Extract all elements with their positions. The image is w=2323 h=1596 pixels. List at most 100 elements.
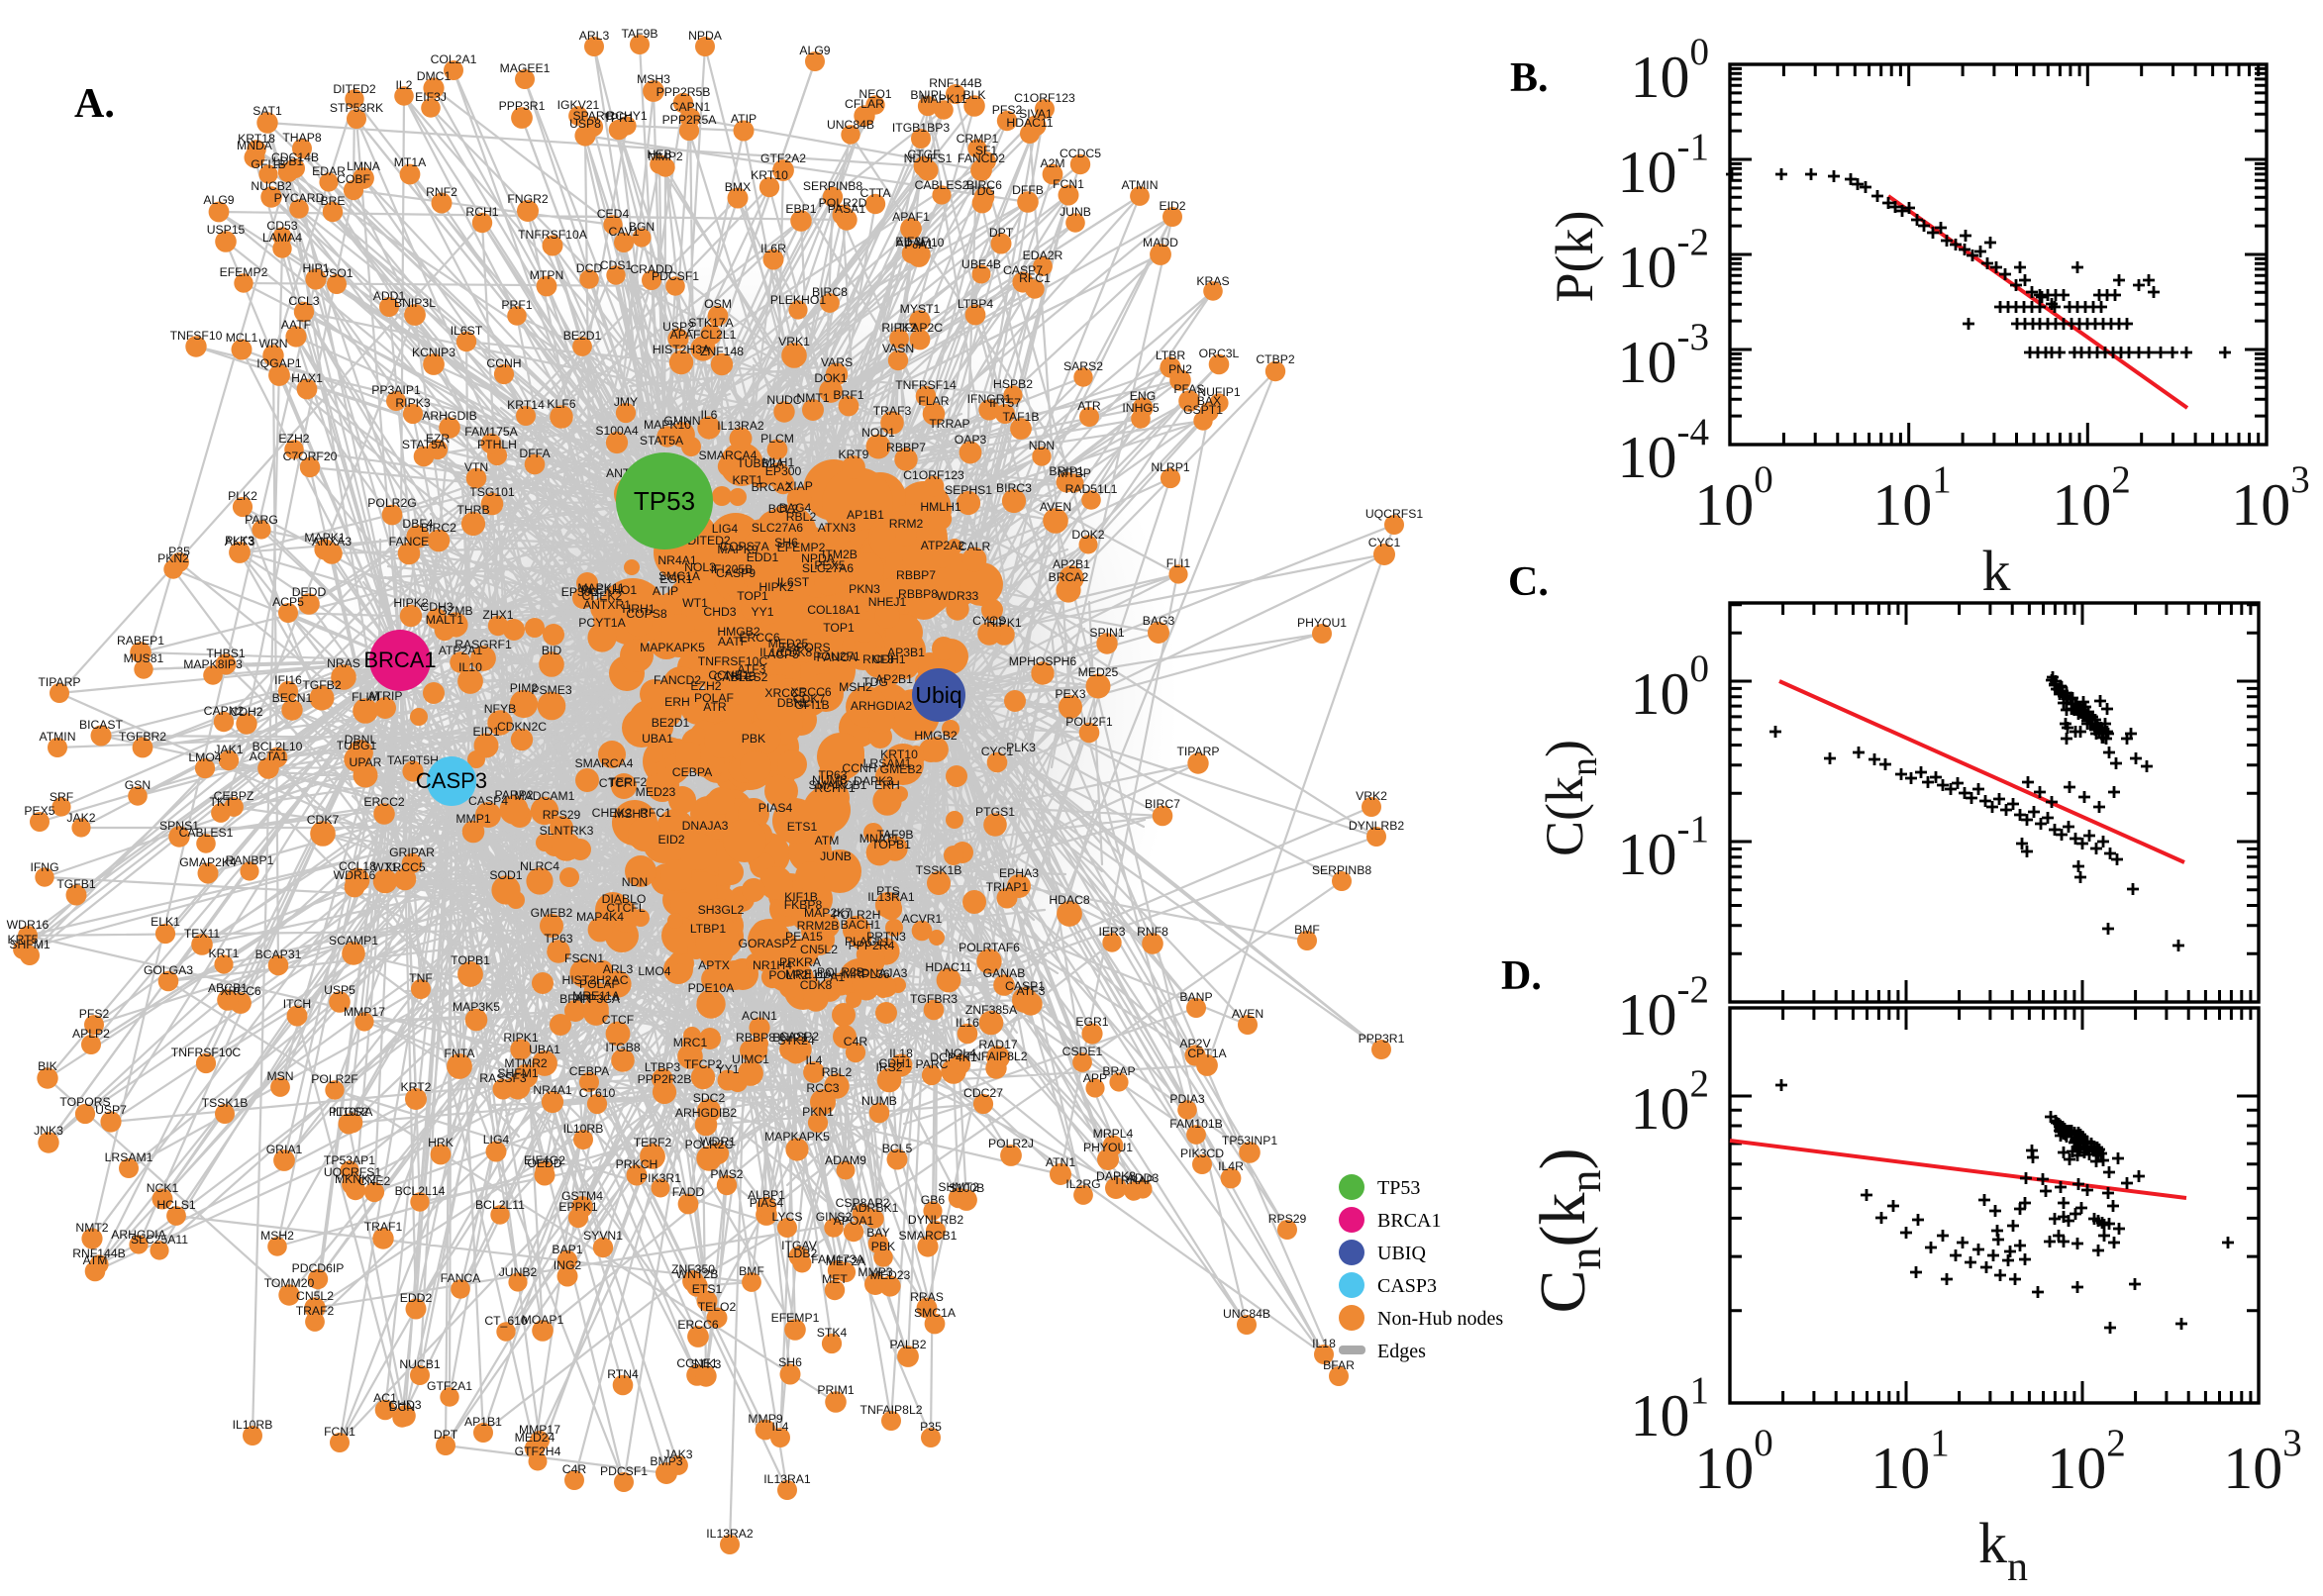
svg-text:RNF144B: RNF144B	[72, 1247, 126, 1260]
svg-text:PRKRA: PRKRA	[779, 955, 822, 969]
svg-text:NR4A1: NR4A1	[657, 553, 697, 567]
svg-text:ACP5: ACP5	[272, 595, 304, 609]
svg-text:DOK1: DOK1	[814, 371, 847, 385]
svg-text:MMP17: MMP17	[519, 1423, 560, 1437]
svg-text:APP: APP	[1083, 1071, 1107, 1085]
svg-text:ARL3: ARL3	[603, 962, 634, 976]
svg-text:TRAF3: TRAF3	[873, 404, 912, 418]
svg-text:MTPN: MTPN	[530, 268, 564, 282]
svg-text:FCN1: FCN1	[1053, 177, 1084, 191]
svg-text:102: 102	[1631, 1062, 1710, 1142]
svg-text:LTBP3: LTBP3	[645, 1060, 681, 1074]
svg-text:GMEB2: GMEB2	[531, 906, 573, 920]
svg-text:GFI1B: GFI1B	[794, 698, 829, 712]
svg-text:TOP1: TOP1	[823, 621, 855, 635]
svg-text:ITM2B: ITM2B	[822, 548, 858, 561]
svg-text:SYVN1: SYVN1	[583, 1229, 623, 1243]
svg-text:BMF: BMF	[739, 1264, 764, 1278]
svg-text:FANCA: FANCA	[817, 650, 858, 664]
svg-text:PBK: PBK	[871, 1240, 895, 1253]
svg-text:DOK2: DOK2	[1071, 528, 1104, 542]
svg-text:PARG: PARG	[245, 513, 278, 527]
svg-text:PCYT1A: PCYT1A	[578, 616, 626, 630]
svg-text:USP7: USP7	[95, 1103, 127, 1117]
svg-text:BCAP31: BCAP31	[255, 948, 302, 961]
svg-text:GSTM4: GSTM4	[561, 1189, 603, 1203]
svg-text:TAF9B: TAF9B	[621, 27, 657, 41]
svg-text:BIRC7: BIRC7	[1145, 797, 1180, 811]
svg-text:PPP2R4: PPP2R4	[849, 939, 895, 952]
svg-text:WRN: WRN	[258, 337, 287, 350]
svg-text:GMEB2: GMEB2	[880, 762, 923, 776]
svg-text:RTN4: RTN4	[607, 1367, 639, 1381]
svg-text:BIRC6: BIRC6	[966, 178, 1002, 192]
svg-text:HDAC11: HDAC11	[1006, 116, 1053, 130]
svg-text:MTMR2: MTMR2	[504, 1056, 548, 1070]
svg-text:PPP3CA: PPP3CA	[572, 992, 621, 1006]
svg-text:PDE10A: PDE10A	[688, 981, 736, 995]
svg-text:BE2D1: BE2D1	[563, 329, 602, 343]
svg-text:ADAM10: ADAM10	[896, 236, 945, 249]
svg-text:YY1: YY1	[716, 1062, 739, 1076]
svg-text:AATF: AATF	[718, 635, 748, 648]
svg-text:IL10RA: IL10RA	[333, 1105, 374, 1119]
svg-text:GTF2A2: GTF2A2	[760, 151, 806, 165]
svg-text:USP15: USP15	[207, 223, 246, 237]
svg-text:MMP17: MMP17	[344, 1005, 385, 1019]
svg-text:P35: P35	[168, 545, 190, 558]
svg-text:SHFM1: SHFM1	[497, 1066, 539, 1080]
svg-text:ARHGDIA2: ARHGDIA2	[851, 699, 913, 713]
svg-text:CDH2: CDH2	[230, 705, 262, 719]
svg-text:PASA1: PASA1	[828, 202, 866, 216]
svg-text:HIP1: HIP1	[302, 261, 329, 275]
svg-text:TDG: TDG	[969, 184, 995, 198]
svg-text:TGFBR2: TGFBR2	[119, 730, 166, 744]
svg-text:RASSF3: RASSF3	[479, 1071, 527, 1085]
svg-text:BRCA2: BRCA2	[752, 480, 792, 494]
svg-text:MCL1: MCL1	[226, 331, 258, 345]
svg-text:ARHGDIA: ARHGDIA	[111, 1228, 166, 1242]
svg-text:PFS2: PFS2	[992, 103, 1023, 117]
svg-text:DBNL: DBNL	[345, 733, 377, 747]
svg-text:SMARCA4: SMARCA4	[575, 756, 634, 770]
svg-text:CCNE1: CCNE1	[676, 1356, 718, 1370]
svg-text:SH3GL2: SH3GL2	[698, 903, 745, 917]
svg-text:EFEMP2: EFEMP2	[220, 265, 268, 279]
svg-text:ATIP: ATIP	[653, 584, 678, 598]
svg-text:DITED2: DITED2	[333, 82, 376, 96]
svg-text:RASGRF1: RASGRF1	[454, 638, 512, 651]
svg-text:ITCH: ITCH	[283, 997, 311, 1011]
svg-text:TEX11: TEX11	[184, 927, 221, 941]
svg-text:OSM: OSM	[704, 297, 732, 311]
svg-text:CT610: CT610	[579, 1086, 616, 1100]
svg-text:TAF9B: TAF9B	[876, 828, 913, 842]
svg-text:TIPARP: TIPARP	[1176, 745, 1219, 758]
svg-text:CABLES2: CABLES2	[714, 670, 768, 684]
svg-text:RNF2: RNF2	[426, 185, 457, 199]
svg-text:EPPK1: EPPK1	[558, 1200, 598, 1214]
svg-text:POLR2J: POLR2J	[988, 1137, 1034, 1150]
svg-text:LRSAM1: LRSAM1	[105, 1150, 153, 1164]
svg-text:NLRP1: NLRP1	[1151, 460, 1190, 474]
svg-text:RBBP8: RBBP8	[898, 587, 938, 601]
svg-text:ORC3L: ORC3L	[1199, 347, 1240, 360]
svg-text:10-2: 10-2	[1618, 221, 1710, 300]
svg-text:MMP9: MMP9	[748, 1412, 782, 1426]
svg-text:PPP2R5B: PPP2R5B	[656, 85, 711, 99]
svg-text:ETS1: ETS1	[787, 820, 818, 834]
svg-text:PBK: PBK	[742, 732, 765, 746]
svg-text:THRB: THRB	[723, 669, 756, 683]
svg-text:LDB1: LDB1	[273, 154, 304, 168]
svg-text:SLNTRK3: SLNTRK3	[540, 824, 594, 838]
svg-text:DIABLO: DIABLO	[602, 892, 647, 906]
svg-text:ERCC6: ERCC6	[739, 631, 780, 645]
svg-text:BLK: BLK	[962, 88, 985, 102]
svg-text:UPAR: UPAR	[350, 755, 382, 769]
svg-text:POU2F1: POU2F1	[1065, 715, 1113, 729]
svg-text:WDR16: WDR16	[7, 918, 50, 932]
svg-text:103: 103	[2231, 458, 2310, 538]
svg-text:IL2RG: IL2RG	[1065, 1177, 1100, 1191]
svg-text:C7ORF20: C7ORF20	[283, 449, 338, 463]
svg-text:PFAS: PFAS	[1173, 382, 1204, 396]
svg-text:XRCC5: XRCC5	[384, 860, 426, 874]
